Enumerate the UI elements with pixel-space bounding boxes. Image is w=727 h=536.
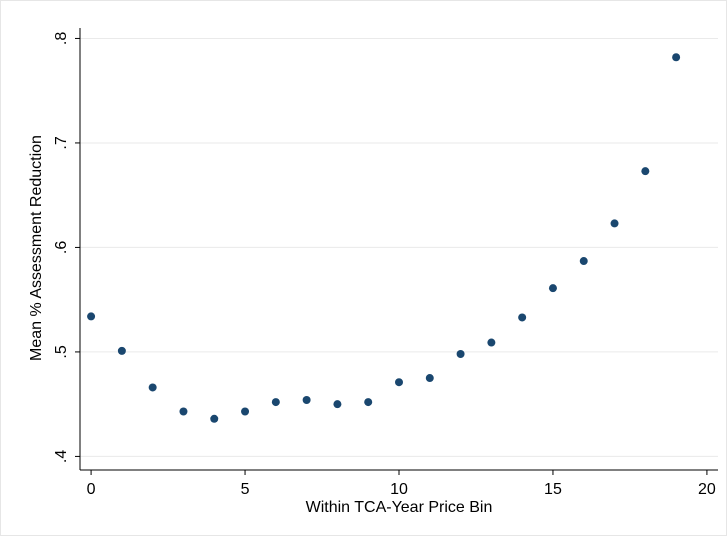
point <box>117 346 126 355</box>
point <box>241 407 250 416</box>
point <box>364 398 373 407</box>
x-tick-label: 15 <box>544 481 562 498</box>
point <box>148 383 157 392</box>
point <box>302 395 311 404</box>
x-tick-label: 0 <box>87 481 96 498</box>
y-tick-label: .7 <box>53 136 70 149</box>
point <box>548 284 557 293</box>
point <box>456 350 465 359</box>
point <box>487 338 496 347</box>
x-tick-label: 5 <box>241 481 250 498</box>
point <box>271 398 280 407</box>
x-axis-label: Within TCA-Year Price Bin <box>306 499 493 516</box>
point <box>518 313 527 322</box>
y-axis-label: Mean % Assessment Reduction <box>28 135 45 361</box>
x-tick-label: 20 <box>698 481 716 498</box>
point <box>672 53 681 62</box>
point <box>87 312 96 321</box>
point <box>425 374 434 383</box>
point <box>333 400 342 409</box>
point <box>610 219 619 228</box>
point <box>579 257 588 266</box>
point <box>210 414 219 423</box>
point <box>179 407 188 416</box>
y-tick-label: .6 <box>53 241 70 254</box>
y-tick-label: .5 <box>53 345 70 358</box>
y-tick-label: .8 <box>53 32 70 45</box>
point <box>395 378 403 387</box>
point <box>641 167 650 176</box>
x-tick-label: 10 <box>390 481 408 498</box>
y-tick-label: .4 <box>53 450 70 463</box>
